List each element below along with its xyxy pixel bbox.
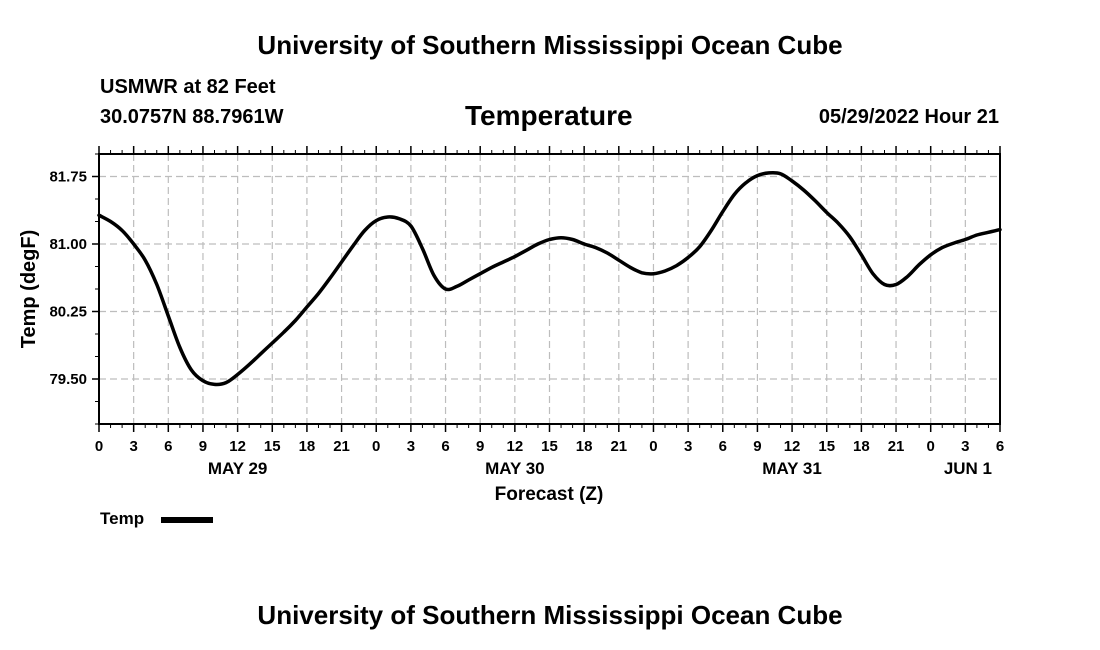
coordinates-label: 30.0757N 88.7961W [100, 106, 284, 128]
x-tick-label: 0 [649, 438, 657, 455]
x-tick-label: 12 [784, 438, 801, 455]
variable-title: Temperature [465, 100, 633, 131]
y-tick-label: 81.00 [49, 236, 87, 253]
axis-ticks [92, 146, 1001, 432]
y-tick-labels: 79.50 80.25 81.00 81.75 [49, 169, 87, 389]
x-tick-label: 0 [372, 438, 380, 455]
x-axis-label: Forecast (Z) [495, 484, 604, 505]
x-tick-label: 12 [507, 438, 524, 455]
x-tick-label: 6 [164, 438, 172, 455]
x-tick-label: 9 [199, 438, 207, 455]
x-tick-label: 6 [996, 438, 1004, 455]
x-tick-label: 18 [299, 438, 316, 455]
x-tick-label: 12 [229, 438, 246, 455]
x-tick-labels: 0 3 6 9 12 15 18 21 0 3 6 9 12 15 18 21 0 3 6 9 12 15 18 21 0 3 6 [95, 438, 1004, 455]
x-tick-label: 21 [610, 438, 627, 455]
x-tick-label: 21 [888, 438, 905, 455]
date-labels: MAY 29 MAY 30 MAY 31 JUN 1 [208, 459, 992, 478]
forecast-datetime: 05/29/2022 Hour 21 [818, 106, 999, 128]
legend-label-temp: Temp [100, 509, 145, 528]
station-label: USMWR at 82 Feet [100, 76, 276, 98]
x-tick-label: 9 [476, 438, 484, 455]
footer-title: University of Southern Mississippi Ocean… [257, 600, 843, 630]
x-tick-label: 3 [961, 438, 969, 455]
y-tick-label: 79.50 [49, 371, 87, 388]
date-label: MAY 29 [208, 459, 268, 478]
legend-swatch-temp [161, 517, 213, 523]
chart-title: University of Southern Mississippi Ocean… [257, 30, 843, 60]
x-tick-label: 18 [853, 438, 870, 455]
x-tick-label: 3 [407, 438, 415, 455]
x-tick-label: 15 [264, 438, 281, 455]
date-label: MAY 30 [485, 459, 545, 478]
y-axis-label: Temp (degF) [18, 230, 40, 349]
x-tick-label: 15 [818, 438, 835, 455]
y-tick-label: 81.75 [49, 169, 87, 186]
x-tick-label: 9 [753, 438, 761, 455]
series-line-temp [97, 170, 1002, 387]
date-label: MAY 31 [762, 459, 822, 478]
x-tick-label: 18 [576, 438, 593, 455]
y-tick-label: 80.25 [49, 304, 87, 321]
x-tick-label: 6 [719, 438, 727, 455]
x-tick-label: 21 [333, 438, 350, 455]
x-tick-label: 6 [441, 438, 449, 455]
x-tick-label: 3 [129, 438, 137, 455]
x-tick-label: 0 [927, 438, 935, 455]
x-tick-label: 3 [684, 438, 692, 455]
x-tick-label: 15 [541, 438, 558, 455]
grid [99, 154, 1000, 424]
x-tick-label: 0 [95, 438, 103, 455]
date-label: JUN 1 [944, 459, 992, 478]
